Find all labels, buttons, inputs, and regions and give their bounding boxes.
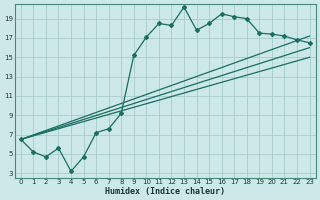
X-axis label: Humidex (Indice chaleur): Humidex (Indice chaleur) [105,187,225,196]
